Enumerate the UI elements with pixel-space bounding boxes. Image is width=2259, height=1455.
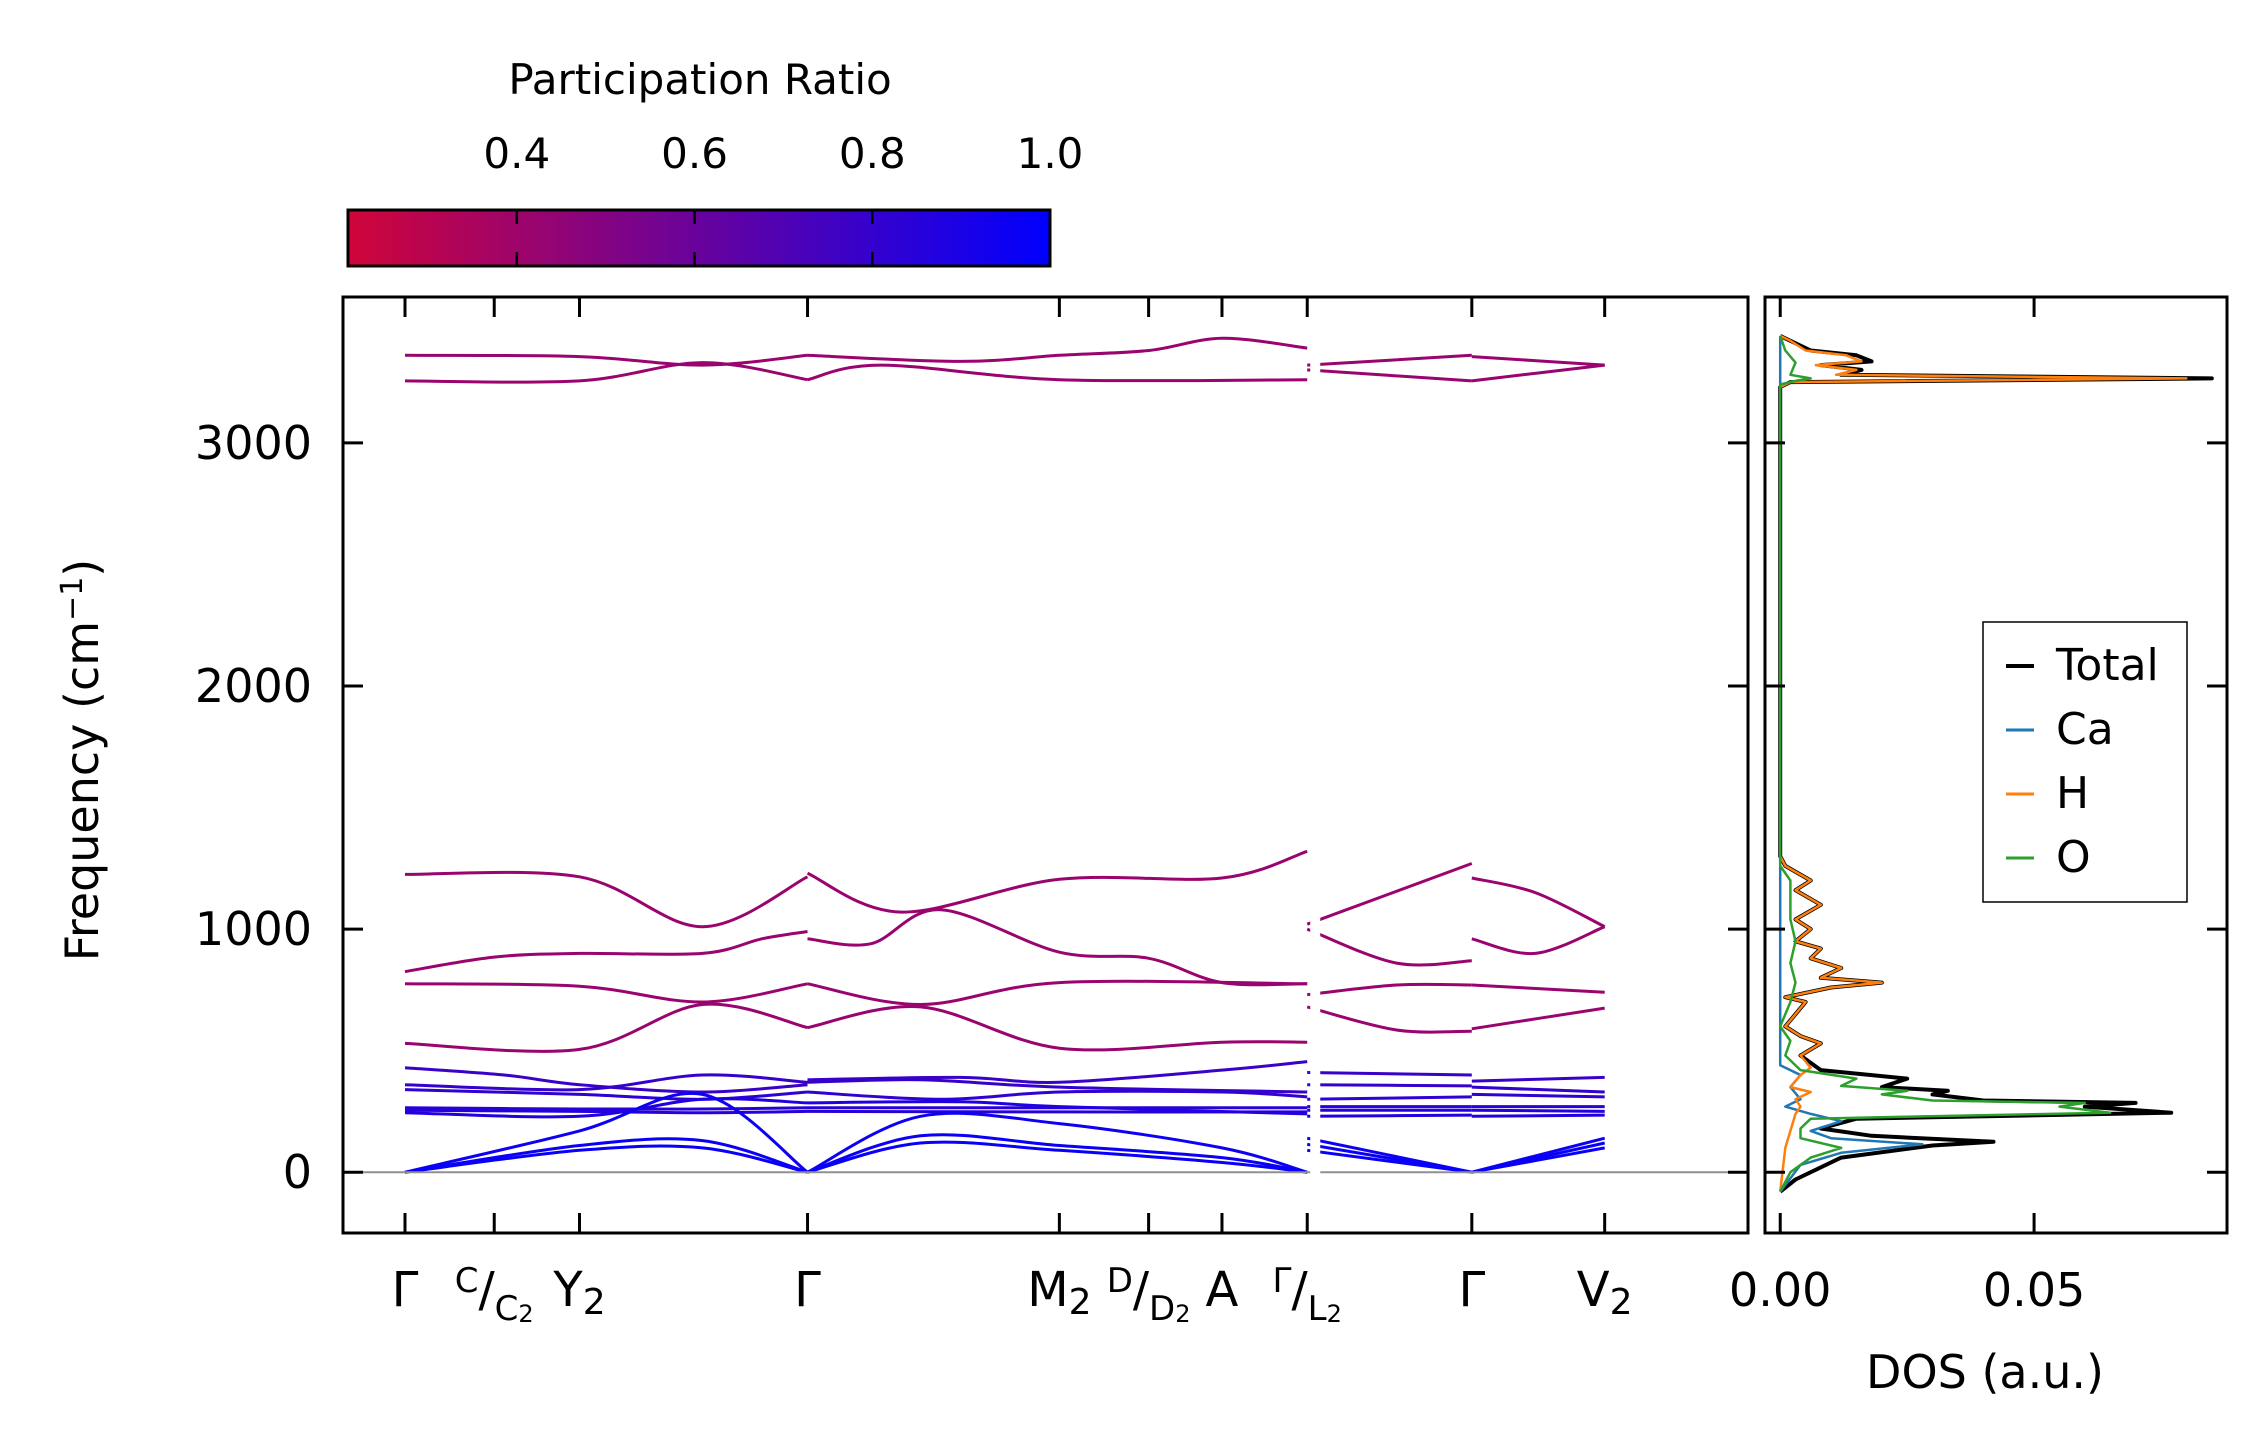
band-line xyxy=(1471,1092,1605,1099)
legend-label: H xyxy=(2056,768,2089,819)
band-ticks xyxy=(343,297,1748,1233)
band-line xyxy=(807,1100,1308,1116)
dos-frame xyxy=(1763,295,2229,1235)
colorbar-tick-label: 0.8 xyxy=(839,129,906,178)
band-line xyxy=(404,1091,809,1174)
band-line xyxy=(404,1144,808,1174)
band-line xyxy=(404,982,808,1004)
high-symmetry-label: Y2 xyxy=(552,1262,605,1323)
band-line xyxy=(404,1088,808,1101)
band-line xyxy=(1471,983,1605,994)
colorbar-label: Participation Ratio xyxy=(508,55,891,104)
colorbar-tick-label: 0.4 xyxy=(483,129,550,178)
band-line xyxy=(404,1108,808,1115)
high-symmetry-label: V2 xyxy=(1577,1262,1633,1323)
band-line xyxy=(1307,982,1472,997)
high-symmetry-label: D/D2 xyxy=(1107,1261,1191,1329)
dos-line-o xyxy=(1778,335,2112,1193)
high-symmetry-label: Γ xyxy=(392,1262,419,1318)
band-line xyxy=(1471,1006,1605,1031)
y-tick-labels: 0 1000 2000 3000 xyxy=(195,416,312,1199)
band-line xyxy=(1471,363,1605,383)
dos-lines xyxy=(1778,334,2214,1194)
band-lines xyxy=(404,336,1606,1174)
band-line xyxy=(807,1089,1308,1101)
band-line xyxy=(807,336,1308,363)
band-line xyxy=(1306,927,1472,967)
dos-x-tick-label: 0.00 xyxy=(1729,1263,1831,1317)
band-line xyxy=(807,1060,1308,1084)
band-line xyxy=(807,363,1308,383)
legend-box xyxy=(1982,621,2188,903)
high-symmetry-label: M2 xyxy=(1027,1262,1091,1323)
band-line xyxy=(1306,1148,1472,1174)
band-line xyxy=(1306,1005,1472,1034)
dos-tick-labels: 0.00 0.05 xyxy=(1729,1263,2085,1317)
band-line xyxy=(806,1111,1308,1174)
band-frame xyxy=(341,295,1750,1235)
band-line xyxy=(1471,1146,1605,1174)
dos-x-tick-label: 0.05 xyxy=(1983,1263,2085,1317)
colorbar-ticks: 0.4 0.6 0.8 1.0 xyxy=(483,129,1083,266)
band-line xyxy=(1471,1085,1605,1094)
dos-line-ca xyxy=(1778,335,1924,1193)
legend-label: O xyxy=(2056,832,2091,883)
high-symmetry-label: Γ/L2 xyxy=(1273,1261,1342,1329)
band-line xyxy=(807,979,1308,1007)
legend: Total Ca HO xyxy=(1982,621,2188,903)
y-tick-label: 3000 xyxy=(195,416,312,470)
colorbar: Participation Ratio 0.4 0.6 0.8 1.0 xyxy=(346,55,1083,268)
x-axis-label-dos: DOS (a.u.) xyxy=(1866,1345,2104,1399)
band-line xyxy=(1307,1113,1472,1118)
high-symmetry-label: C/C2 xyxy=(455,1261,534,1329)
y-axis-label: Frequency (cm−1) xyxy=(55,559,109,962)
colorbar-tick-label: 1.0 xyxy=(1017,129,1084,178)
band-line xyxy=(404,1106,808,1111)
band-line xyxy=(404,930,808,974)
band-line xyxy=(404,361,808,384)
y-tick-label: 0 xyxy=(283,1145,312,1199)
band-line xyxy=(1471,1108,1605,1113)
band-line xyxy=(404,1002,808,1053)
band-line xyxy=(1471,1113,1605,1118)
legend-label: Ca xyxy=(2056,704,2114,755)
y-tick-label: 2000 xyxy=(195,659,312,713)
band-line xyxy=(404,1137,808,1174)
band-line xyxy=(1471,355,1605,367)
band-line xyxy=(404,870,809,929)
band-line xyxy=(404,353,808,367)
legend-label: Total xyxy=(2055,640,2159,691)
band-line xyxy=(1471,876,1606,929)
high-symmetry-label: A xyxy=(1206,1262,1239,1318)
band-line xyxy=(1306,862,1473,926)
band-line xyxy=(1307,1083,1472,1088)
band-line xyxy=(1307,1095,1472,1101)
high-symmetry-label: Γ xyxy=(794,1262,821,1318)
band-line xyxy=(1307,1071,1472,1077)
band-line xyxy=(807,908,1308,987)
band-line xyxy=(404,1073,808,1092)
band-line xyxy=(1307,353,1472,367)
band-line xyxy=(807,1005,1308,1052)
dos-panel: 0.00 0.05 DOS (a.u.) Total Ca HO xyxy=(1729,295,2229,1399)
band-line xyxy=(807,1133,1308,1174)
dos-ticks xyxy=(1765,297,2227,1233)
band-line xyxy=(1307,368,1472,383)
band-line xyxy=(1471,1075,1605,1083)
colorbar-gradient xyxy=(346,208,1052,268)
y-tick-label: 1000 xyxy=(195,902,312,956)
band-line xyxy=(404,1066,808,1094)
dos-line-h xyxy=(1778,334,2188,1192)
band-line xyxy=(807,1140,1308,1174)
band-structure-panel: 0 1000 2000 3000 Γ C/C2 Y2 Γ M2 D/D2 A Γ/L2 Γ V2 Fre… xyxy=(55,295,1750,1329)
high-symmetry-label: Γ xyxy=(1458,1262,1485,1318)
band-line xyxy=(806,849,1308,914)
band-line xyxy=(1471,925,1606,956)
high-symmetry-labels: Γ C/C2 Y2 Γ M2 D/D2 A Γ/L2 Γ V2 xyxy=(392,1261,1633,1329)
colorbar-tick-label: 0.6 xyxy=(661,129,728,178)
